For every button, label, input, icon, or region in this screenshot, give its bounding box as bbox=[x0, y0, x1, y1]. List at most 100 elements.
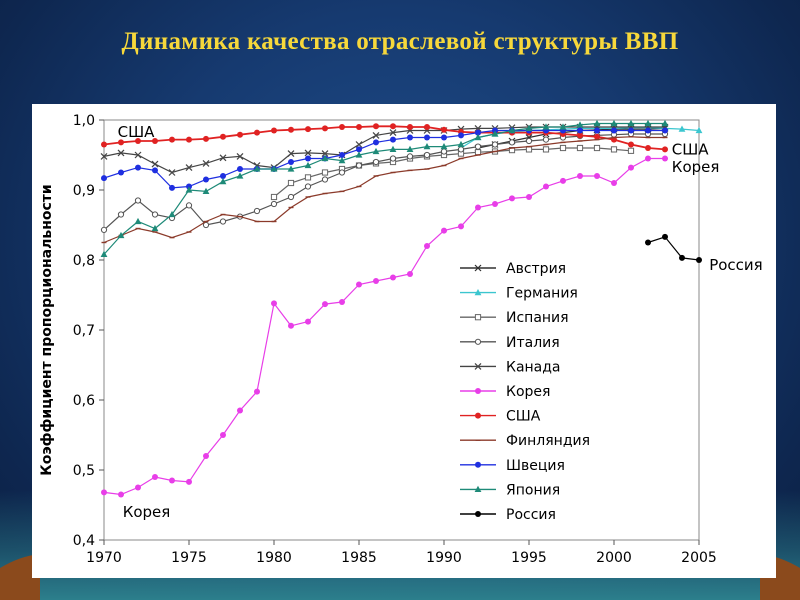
legend-label: Австрия bbox=[506, 261, 566, 277]
data-point bbox=[288, 159, 294, 165]
data-point bbox=[117, 211, 125, 218]
data-point bbox=[440, 148, 448, 155]
x-tick-label: 2005 bbox=[681, 550, 717, 566]
data-point bbox=[407, 271, 413, 277]
data-point bbox=[610, 119, 618, 127]
series bbox=[270, 144, 635, 201]
data-point bbox=[254, 388, 260, 395]
data-point bbox=[627, 119, 635, 127]
data-point bbox=[339, 152, 345, 158]
data-point bbox=[696, 257, 702, 263]
data-point bbox=[576, 144, 584, 152]
data-point bbox=[135, 484, 141, 491]
data-point bbox=[390, 136, 396, 143]
series-line bbox=[103, 125, 666, 151]
data-point bbox=[287, 165, 295, 172]
data-point bbox=[593, 144, 601, 152]
data-point bbox=[390, 123, 396, 130]
data-point bbox=[610, 146, 618, 153]
data-point bbox=[474, 362, 482, 370]
data-point bbox=[542, 146, 550, 153]
data-point bbox=[220, 173, 226, 179]
data-point bbox=[321, 154, 329, 162]
data-point bbox=[253, 207, 261, 215]
chart-panel: 0,4 0,5 0,6 0,7 0,8 0,9 1,0 1970 1975 1980 1985 199… bbox=[32, 104, 776, 578]
data-point bbox=[134, 197, 142, 204]
legend-label: Япония bbox=[506, 482, 560, 498]
legend-label: США bbox=[506, 409, 541, 425]
data-point bbox=[305, 318, 311, 325]
data-point-stroke bbox=[100, 152, 108, 160]
data-point bbox=[594, 127, 600, 134]
data-point bbox=[236, 152, 244, 160]
data-point-stroke bbox=[474, 362, 482, 370]
data-point bbox=[169, 136, 175, 143]
data-point bbox=[321, 169, 329, 176]
data-point bbox=[287, 193, 295, 201]
data-point bbox=[169, 184, 175, 191]
data-point bbox=[134, 217, 142, 225]
data-point bbox=[508, 126, 516, 134]
series-line bbox=[103, 136, 665, 244]
data-point bbox=[474, 314, 482, 321]
data-point bbox=[236, 172, 244, 179]
data-point bbox=[118, 491, 124, 498]
data-point-stroke bbox=[321, 150, 329, 158]
data-point bbox=[101, 489, 107, 496]
data-point bbox=[372, 147, 380, 155]
data-point bbox=[474, 143, 482, 150]
series-line bbox=[103, 157, 665, 496]
legend-entry: Германия bbox=[460, 286, 578, 302]
data-point bbox=[458, 223, 464, 230]
annotation-label: США bbox=[672, 140, 710, 158]
data-point bbox=[152, 167, 158, 174]
data-point bbox=[525, 137, 533, 145]
data-point bbox=[185, 164, 193, 172]
legend-label: Корея bbox=[506, 384, 550, 400]
data-point-stroke bbox=[372, 131, 380, 139]
data-point bbox=[185, 202, 193, 209]
data-point bbox=[406, 145, 414, 152]
data-point bbox=[202, 187, 210, 194]
legend-entry: Канада bbox=[460, 359, 561, 375]
data-point bbox=[101, 141, 107, 148]
data-point bbox=[253, 165, 261, 172]
data-point bbox=[270, 165, 278, 172]
data-point bbox=[695, 126, 703, 134]
legend-entry: Италия bbox=[460, 335, 560, 351]
y-tick-label: 0,5 bbox=[73, 463, 95, 479]
data-point bbox=[577, 132, 583, 139]
data-point bbox=[237, 131, 243, 138]
data-point-stroke bbox=[202, 159, 210, 167]
data-point bbox=[202, 221, 210, 229]
annotation-label: Корея bbox=[123, 503, 171, 521]
data-point bbox=[525, 146, 533, 153]
y-axis-label: Коэффициент пропорциональности bbox=[39, 184, 55, 475]
annotation-label: Корея bbox=[672, 158, 720, 176]
data-point bbox=[679, 254, 685, 261]
data-point bbox=[270, 193, 278, 201]
data-point bbox=[322, 125, 328, 132]
data-point bbox=[457, 146, 465, 153]
data-point bbox=[373, 278, 379, 284]
x-tick-label: 2000 bbox=[596, 550, 632, 566]
data-point bbox=[628, 164, 634, 171]
data-point bbox=[458, 132, 464, 139]
legend-entry: США bbox=[460, 409, 541, 425]
data-point bbox=[593, 119, 601, 127]
y-tick-label: 0,4 bbox=[73, 533, 95, 549]
y-tick-label: 0,9 bbox=[73, 183, 95, 199]
data-point bbox=[151, 224, 159, 232]
legend-entry: Австрия bbox=[460, 261, 566, 277]
data-point bbox=[237, 407, 243, 414]
data-point bbox=[356, 146, 362, 153]
data-point bbox=[491, 141, 499, 148]
data-point bbox=[220, 432, 226, 438]
x-tick-label: 1985 bbox=[341, 550, 377, 566]
data-point bbox=[407, 124, 413, 130]
data-point-stroke bbox=[151, 160, 159, 168]
data-point bbox=[305, 126, 311, 133]
data-point bbox=[678, 125, 686, 132]
x-tick-label: 1990 bbox=[426, 550, 462, 566]
